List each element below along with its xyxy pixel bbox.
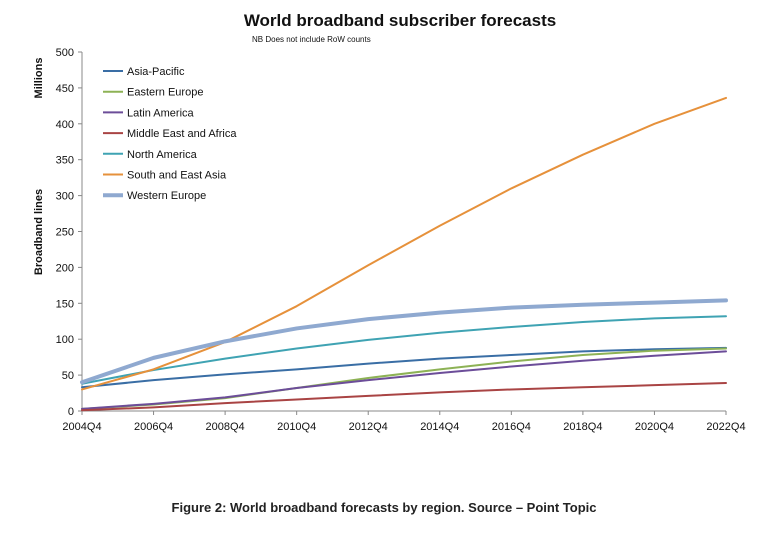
y-tick-label: 300 xyxy=(56,191,74,203)
x-tick-label: 2020Q4 xyxy=(635,421,674,433)
y-tick-label: 150 xyxy=(56,298,74,310)
x-tick-label: 2008Q4 xyxy=(206,421,245,433)
axes: 0 50 100 150 200 250 300 350 400 450 500 2004Q4 2006… xyxy=(56,47,746,433)
legend-label: North America xyxy=(127,149,198,161)
y-tick-label: 500 xyxy=(56,47,74,59)
series-line-north-america xyxy=(81,315,727,385)
x-tick-label: 2018Q4 xyxy=(563,421,602,433)
x-tick-label: 2004Q4 xyxy=(62,421,101,433)
x-tick-label: 2012Q4 xyxy=(349,421,388,433)
y-tick-label: 50 xyxy=(62,370,74,382)
legend-label: South and East Asia xyxy=(127,170,227,182)
y-tick-label: 200 xyxy=(56,262,74,274)
series-line-asia-pacific xyxy=(81,346,727,389)
y-tick-label: 0 xyxy=(68,406,74,418)
chart-subtitle: NB Does not include RoW counts xyxy=(252,35,371,44)
x-tick-label: 2006Q4 xyxy=(134,421,173,433)
series-line-latin-america xyxy=(81,350,727,410)
x-tick-label: 2016Q4 xyxy=(492,421,531,433)
series-line-western-europe xyxy=(80,298,728,385)
legend-label: Eastern Europe xyxy=(127,87,203,99)
y-tick-label: 250 xyxy=(56,227,74,239)
legend-label: Western Europe xyxy=(127,190,206,202)
y-units-label: Millions xyxy=(33,58,45,99)
x-tick-label: 2010Q4 xyxy=(277,421,316,433)
series-line-south-and-east-asia xyxy=(81,96,727,391)
figure-caption: Figure 2: World broadband forecasts by r… xyxy=(171,500,597,515)
chart-title: World broadband subscriber forecasts xyxy=(244,11,556,30)
y-tick-label: 350 xyxy=(56,155,74,167)
series-line-middle-east-and-africa xyxy=(81,381,727,412)
series-layer xyxy=(80,96,728,412)
x-tick-label: 2014Q4 xyxy=(420,421,459,433)
y-axis-label: Broadband lines xyxy=(33,189,45,275)
legend: Asia-Pacific Eastern Europe Latin America M… xyxy=(103,66,237,202)
legend-label: Middle East and Africa xyxy=(127,128,237,140)
y-tick-label: 400 xyxy=(56,119,74,131)
legend-label: Latin America xyxy=(127,107,195,119)
y-tick-label: 100 xyxy=(56,334,74,346)
x-tick-label: 2022Q4 xyxy=(706,421,745,433)
legend-label: Asia-Pacific xyxy=(127,66,185,78)
y-tick-label: 450 xyxy=(56,83,74,95)
